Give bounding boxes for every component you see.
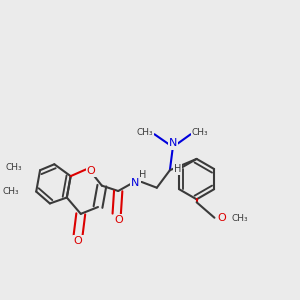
Text: H: H [139, 170, 146, 180]
Text: O: O [218, 213, 226, 223]
Text: O: O [87, 167, 95, 176]
Text: N: N [169, 139, 177, 148]
Text: O: O [74, 236, 82, 246]
Text: CH₃: CH₃ [232, 214, 248, 223]
Text: CH₃: CH₃ [137, 128, 154, 137]
Text: CH₃: CH₃ [6, 163, 22, 172]
Text: CH₃: CH₃ [3, 187, 20, 196]
Text: H: H [174, 164, 181, 174]
Text: N: N [131, 178, 140, 188]
Text: O: O [115, 215, 124, 225]
Text: CH₃: CH₃ [192, 128, 208, 137]
